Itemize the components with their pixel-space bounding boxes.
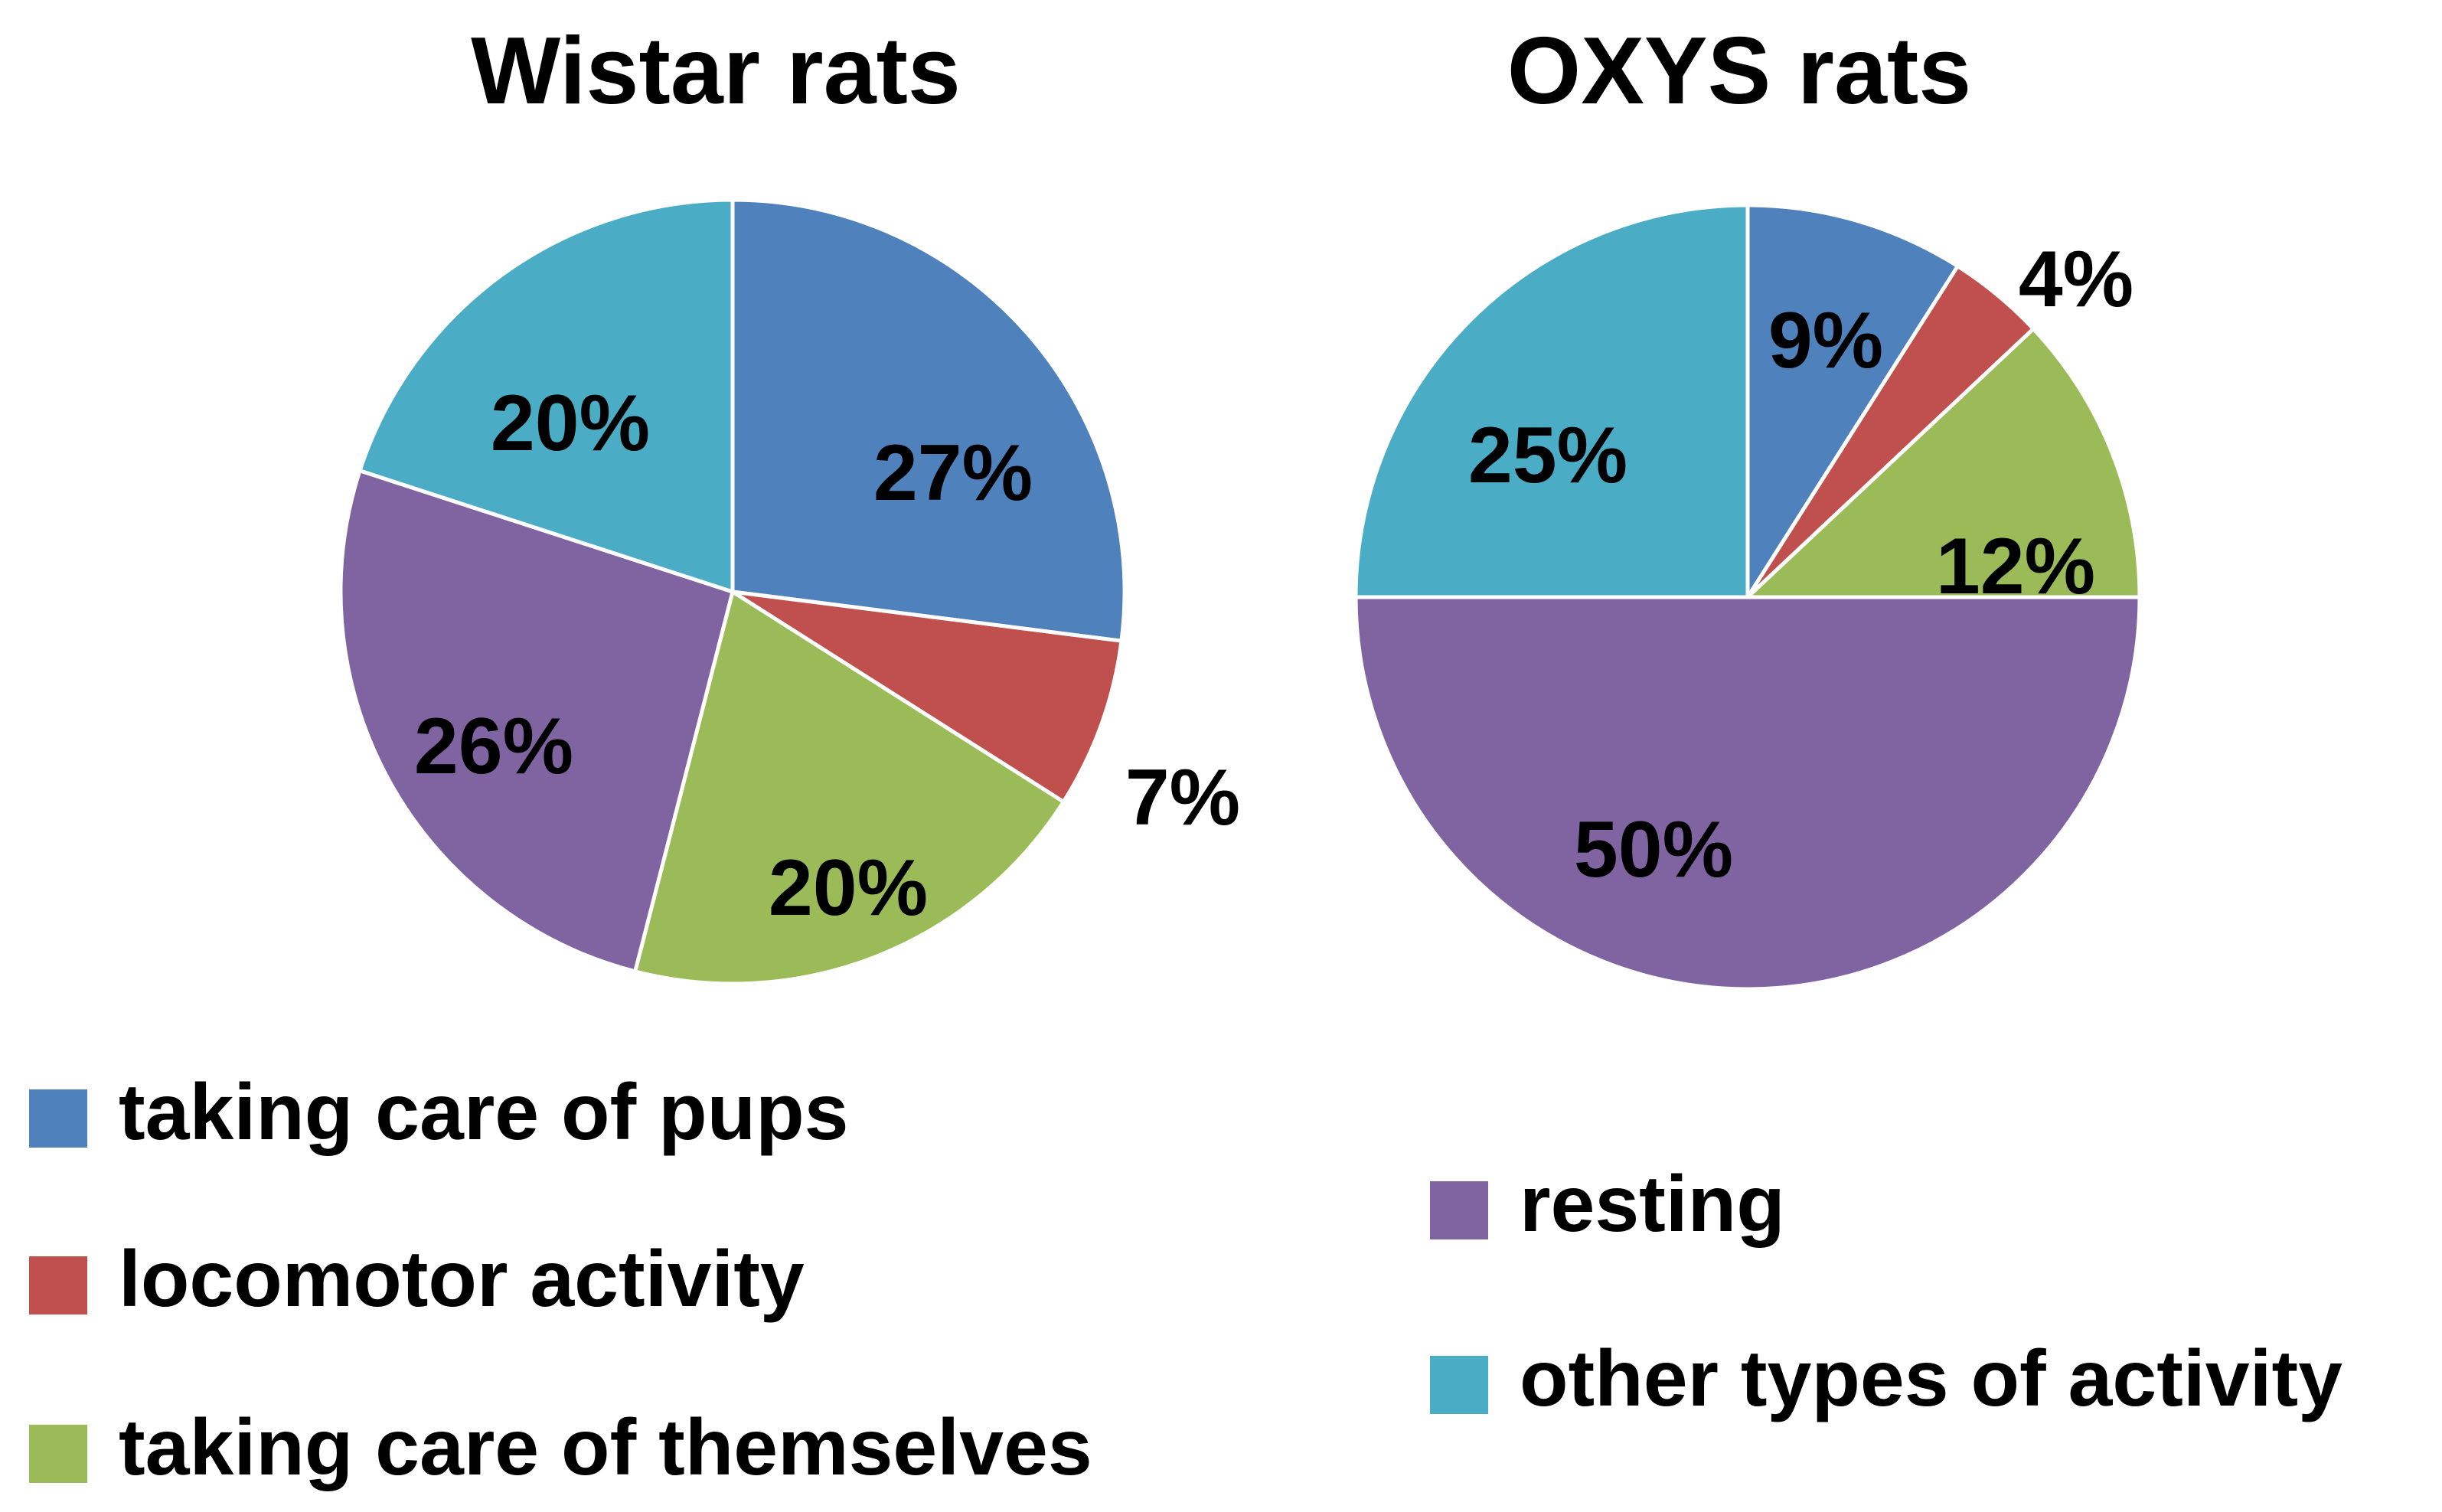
wistar-slice-label-taking-care-of-themselves: 20% — [769, 844, 928, 932]
oxys-slice-taking-care-of-pups — [1745, 203, 1960, 604]
legend-label-resting: resting — [1520, 1160, 1785, 1249]
oxys-title: OXYS rats — [1507, 18, 1972, 124]
oxys-slice-label-resting: 50% — [1574, 805, 1733, 894]
legend-swatch-locomotor-activity — [29, 1256, 87, 1314]
legend-item-locomotor-activity: locomotor activity — [29, 1235, 805, 1324]
legend-label-taking-care-of-pups: taking care of pups — [119, 1068, 849, 1157]
legend-item-other-types-of-activity: other types of activity — [1430, 1334, 2342, 1423]
legend-label-taking-care-of-themselves: taking care of themselves — [119, 1403, 1092, 1492]
wistar-chart: Wistar rats 27% 7% 20% 26% 20% — [338, 18, 1240, 986]
legend-swatch-other-types-of-activity — [1430, 1356, 1488, 1414]
wistar-slice-taking-care-of-themselves — [632, 589, 1066, 986]
legend: taking care of pups locomotor activity t… — [29, 1068, 2342, 1492]
oxys-slice-resting — [1353, 595, 2142, 991]
legend-swatch-resting — [1430, 1181, 1488, 1239]
wistar-slice-label-taking-care-of-pups: 27% — [873, 429, 1033, 518]
oxys-slice-label-taking-care-of-pups: 9% — [1768, 296, 1883, 385]
oxys-slice-label-taking-care-of-themselves: 12% — [1936, 522, 2095, 611]
wistar-slice-other-types-of-activity — [357, 198, 735, 595]
legend-item-resting: resting — [1430, 1160, 1785, 1249]
legend-item-taking-care-of-pups: taking care of pups — [29, 1068, 849, 1157]
wistar-slice-label-locomotor-activity: 7% — [1125, 753, 1240, 842]
legend-swatch-taking-care-of-themselves — [29, 1425, 87, 1483]
oxys-slice-label-locomotor-activity: 4% — [2019, 235, 2133, 324]
oxys-slice-taking-care-of-themselves — [1742, 325, 2142, 599]
legend-label-locomotor-activity: locomotor activity — [119, 1235, 805, 1324]
wistar-slice-taking-care-of-pups — [730, 198, 1127, 643]
legend-swatch-taking-care-of-pups — [29, 1089, 87, 1148]
wistar-slice-resting — [338, 468, 736, 974]
wistar-slice-label-resting: 26% — [414, 702, 573, 791]
oxys-slice-label-other-types-of-activity: 25% — [1468, 411, 1627, 500]
wistar-title: Wistar rats — [471, 18, 961, 124]
wistar-slice-locomotor-activity — [731, 589, 1124, 805]
legend-label-other-types-of-activity: other types of activity — [1520, 1334, 2342, 1423]
wistar-slice-label-other-types-of-activity: 20% — [491, 379, 650, 468]
legend-item-taking-care-of-themselves: taking care of themselves — [29, 1403, 1092, 1492]
wistar-pie: 27% 7% 20% 26% 20% — [338, 198, 1240, 986]
oxys-slice-other-types-of-activity — [1353, 203, 1750, 599]
oxys-pie: 9% 4% 12% 50% 25% — [1353, 203, 2142, 991]
oxys-chart: OXYS rats 9% 4% 12% 50% 25% — [1353, 18, 2142, 991]
